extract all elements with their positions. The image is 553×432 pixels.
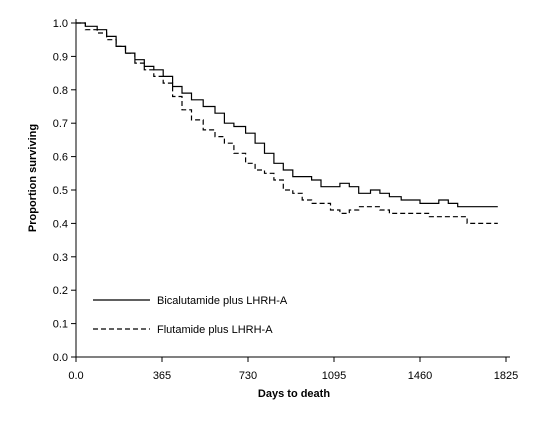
y-tick-label: 0.2 [53,285,68,297]
x-tick-label: 1460 [408,370,432,382]
axes [75,19,510,358]
y-tick-label: 0.7 [53,118,68,130]
x-tick-label: 365 [153,370,171,382]
x-tick-label: 730 [239,370,257,382]
y-tick-label: 0.8 [53,85,68,97]
y-tick-label: 0.3 [53,252,68,264]
tick-labels: 0.0 0.1 0.2 0.3 0.4 0.5 0.6 0.7 0.8 0.9 1.0 0.0 365 7… [53,18,519,382]
x-axis-title: Days to death [258,388,330,400]
y-axis-title: Proportion surviving [27,124,39,232]
x-tick-label: 0.0 [68,370,83,382]
legend-label-2: Flutamide plus LHRH-A [157,324,273,336]
y-tick-label: 0.9 [53,51,68,63]
y-tick-label: 1.0 [53,18,68,30]
y-tick-label: 0.6 [53,152,68,164]
y-tick-label: 0.5 [53,185,68,197]
legend-label-1: Bicalutamide plus LHRH-A [157,295,288,307]
y-tick-label: 0.4 [53,218,68,230]
y-tick-label: 0.1 [53,319,68,331]
legend: Bicalutamide plus LHRH-A Flutamide plus L… [93,295,288,336]
tick-marks [71,22,507,362]
y-tick-label: 0.0 [53,352,68,364]
series-line-1 [76,22,498,208]
series-lines [76,22,498,224]
x-tick-label: 1825 [494,370,518,382]
series-line-2 [76,22,498,224]
x-tick-label: 1095 [322,370,346,382]
